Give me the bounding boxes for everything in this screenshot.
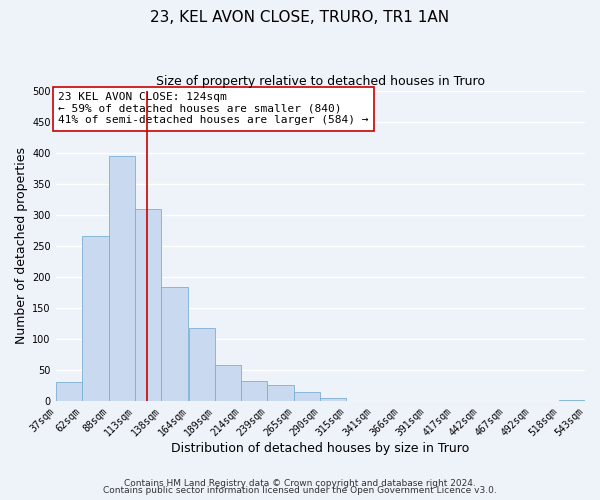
Bar — [215, 365, 241, 401]
Bar — [320, 398, 346, 401]
Bar — [161, 288, 188, 401]
Bar — [82, 236, 109, 401]
Bar — [241, 381, 267, 401]
Bar — [295, 392, 320, 401]
Text: Contains HM Land Registry data © Crown copyright and database right 2024.: Contains HM Land Registry data © Crown c… — [124, 478, 476, 488]
Bar — [267, 385, 294, 401]
Bar — [56, 382, 82, 401]
Bar — [559, 400, 585, 401]
Text: 23 KEL AVON CLOSE: 124sqm
← 59% of detached houses are smaller (840)
41% of semi: 23 KEL AVON CLOSE: 124sqm ← 59% of detac… — [58, 92, 369, 126]
Bar — [188, 328, 215, 401]
Text: Contains public sector information licensed under the Open Government Licence v3: Contains public sector information licen… — [103, 486, 497, 495]
Text: 23, KEL AVON CLOSE, TRURO, TR1 1AN: 23, KEL AVON CLOSE, TRURO, TR1 1AN — [151, 10, 449, 25]
X-axis label: Distribution of detached houses by size in Truro: Distribution of detached houses by size … — [171, 442, 469, 455]
Y-axis label: Number of detached properties: Number of detached properties — [15, 148, 28, 344]
Bar — [136, 208, 161, 401]
Title: Size of property relative to detached houses in Truro: Size of property relative to detached ho… — [156, 75, 485, 88]
Bar — [109, 156, 135, 401]
